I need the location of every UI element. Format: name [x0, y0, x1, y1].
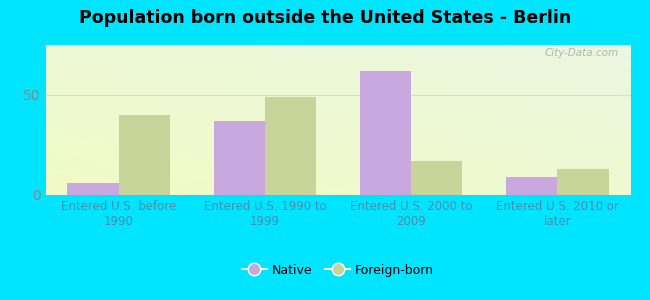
- Text: Population born outside the United States - Berlin: Population born outside the United State…: [79, 9, 571, 27]
- Bar: [360, 71, 411, 195]
- Bar: [558, 169, 608, 195]
- Bar: [265, 97, 316, 195]
- Bar: [411, 161, 462, 195]
- Bar: [68, 183, 118, 195]
- Legend: Native, Foreign-born: Native, Foreign-born: [237, 259, 439, 282]
- Bar: [506, 177, 558, 195]
- Bar: [214, 121, 265, 195]
- Bar: [118, 115, 170, 195]
- Text: City-Data.com: City-Data.com: [545, 48, 619, 58]
